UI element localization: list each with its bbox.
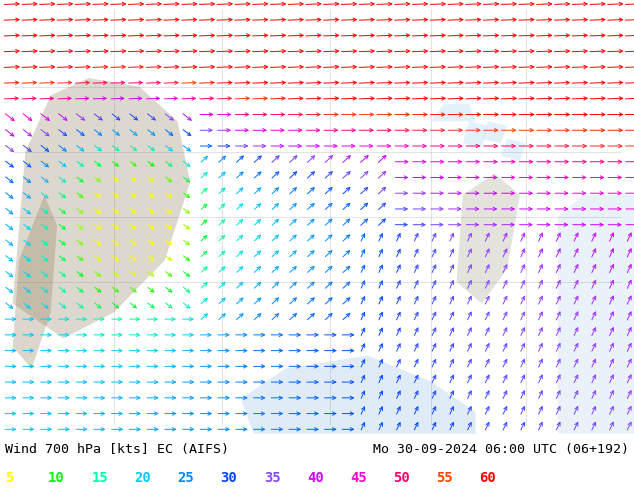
Text: 15: 15 xyxy=(91,471,108,486)
Polygon shape xyxy=(501,139,526,160)
Text: Mo 30-09-2024 06:00 UTC (06+192): Mo 30-09-2024 06:00 UTC (06+192) xyxy=(373,443,629,456)
Text: 20: 20 xyxy=(134,471,151,486)
Polygon shape xyxy=(431,104,476,122)
Text: 30: 30 xyxy=(221,471,237,486)
Polygon shape xyxy=(558,195,634,434)
Text: 60: 60 xyxy=(479,471,496,486)
Text: 55: 55 xyxy=(436,471,453,486)
Text: 25: 25 xyxy=(178,471,194,486)
Text: Wind 700 hPa [kts] EC (AIFS): Wind 700 hPa [kts] EC (AIFS) xyxy=(5,443,229,456)
Polygon shape xyxy=(13,78,190,338)
Polygon shape xyxy=(482,122,507,143)
Text: 10: 10 xyxy=(48,471,65,486)
Text: 45: 45 xyxy=(350,471,366,486)
Polygon shape xyxy=(456,173,520,304)
Text: 5: 5 xyxy=(5,471,13,486)
Polygon shape xyxy=(241,356,476,434)
Polygon shape xyxy=(13,195,57,368)
Text: 40: 40 xyxy=(307,471,323,486)
Polygon shape xyxy=(463,122,488,147)
Text: 50: 50 xyxy=(393,471,410,486)
Text: 35: 35 xyxy=(264,471,280,486)
